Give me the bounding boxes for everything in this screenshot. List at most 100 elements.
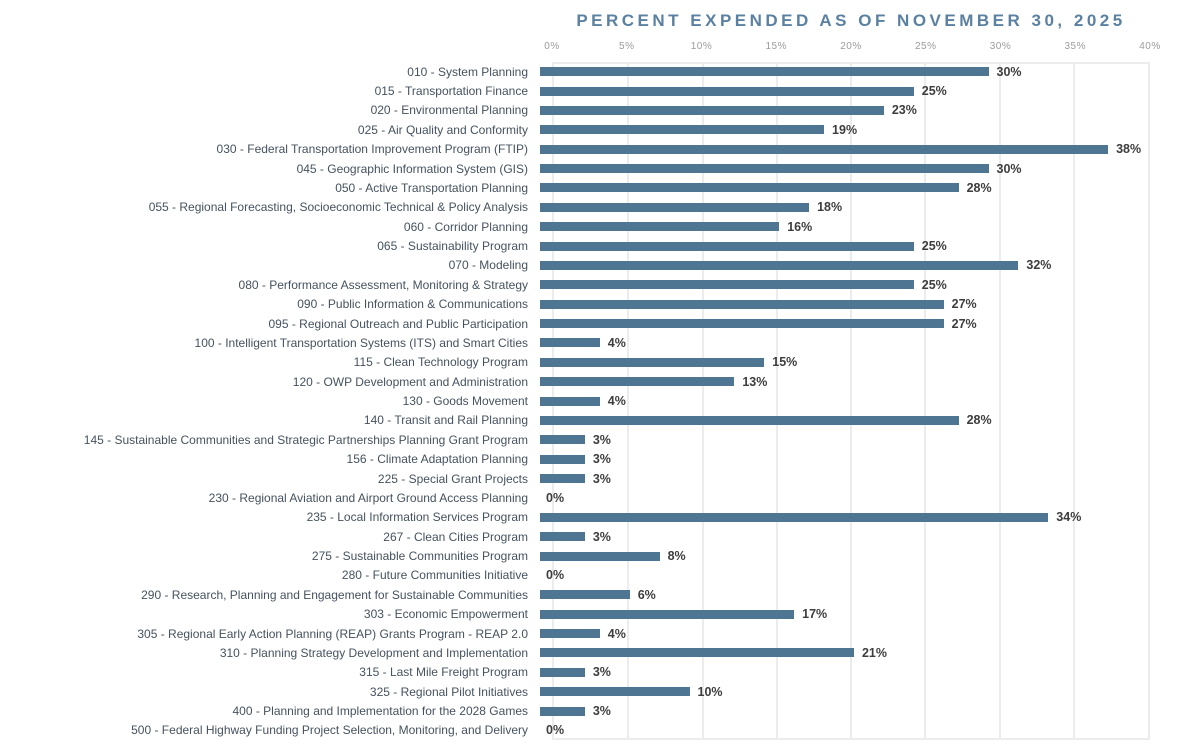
chart-row: 145 - Sustainable Communities and Strate… bbox=[0, 430, 1200, 449]
category-label: 045 - Geographic Information System (GIS… bbox=[296, 161, 528, 176]
gridline bbox=[850, 64, 852, 738]
category-label: 230 - Regional Aviation and Airport Grou… bbox=[208, 490, 528, 505]
bar bbox=[540, 357, 765, 367]
category-label: 070 - Modeling bbox=[448, 258, 528, 273]
chart-row: 303 - Economic Empowerment 17% bbox=[0, 605, 1200, 624]
chart-row: 230 - Regional Aviation and Airport Grou… bbox=[0, 488, 1200, 507]
bar bbox=[540, 532, 585, 542]
value-label: 18% bbox=[817, 200, 843, 215]
value-label: 34% bbox=[1056, 510, 1082, 525]
chart-row: 095 - Regional Outreach and Public Parti… bbox=[0, 314, 1200, 333]
chart-row: 120 - OWP Development and Administration… bbox=[0, 372, 1200, 391]
value-label: 30% bbox=[996, 161, 1022, 176]
bar bbox=[540, 706, 585, 716]
chart-row: 310 - Planning Strategy Development and … bbox=[0, 643, 1200, 662]
category-label: 130 - Goods Movement bbox=[402, 394, 528, 409]
chart-row: 325 - Regional Pilot Initiatives 10% bbox=[0, 682, 1200, 701]
category-label: 115 - Clean Technology Program bbox=[353, 355, 528, 370]
value-label: 3% bbox=[592, 529, 611, 544]
bar bbox=[540, 590, 630, 600]
bar-track: 0% bbox=[540, 568, 1138, 582]
chart-row: 025 - Air Quality and Conformity 19% bbox=[0, 120, 1200, 139]
bar-track: 8% bbox=[540, 549, 1138, 563]
category-label: 050 - Active Transportation Planning bbox=[335, 180, 528, 195]
value-label: 3% bbox=[592, 471, 611, 486]
value-label: 38% bbox=[1116, 142, 1142, 157]
bar-track: 21% bbox=[540, 646, 1138, 660]
chart-row: 030 - Federal Transportation Improvement… bbox=[0, 140, 1200, 159]
category-label: 100 - Intelligent Transportation Systems… bbox=[194, 335, 528, 350]
value-label: 25% bbox=[921, 84, 947, 99]
category-label: 120 - OWP Development and Administration bbox=[292, 374, 528, 389]
value-label: 0% bbox=[546, 490, 565, 505]
category-label: 400 - Planning and Implementation for th… bbox=[232, 704, 528, 719]
value-label: 23% bbox=[891, 103, 917, 118]
bar-track: 38% bbox=[540, 142, 1142, 157]
category-label: 060 - Corridor Planning bbox=[403, 219, 528, 234]
bar-track: 17% bbox=[540, 607, 1138, 621]
chart-row: 115 - Clean Technology Program 15% bbox=[0, 353, 1200, 372]
bar bbox=[540, 435, 585, 445]
value-label: 13% bbox=[742, 374, 768, 389]
category-label: 303 - Economic Empowerment bbox=[363, 607, 528, 622]
bar-track: 15% bbox=[540, 355, 1138, 369]
chart-row: 290 - Research, Planning and Engagement … bbox=[0, 585, 1200, 604]
x-axis-tick: 40% bbox=[1139, 41, 1161, 52]
bar bbox=[540, 125, 825, 135]
value-label: 27% bbox=[951, 316, 977, 331]
x-axis-tick: 20% bbox=[840, 41, 862, 52]
category-label: 500 - Federal Highway Funding Project Se… bbox=[131, 723, 528, 738]
bar-track: 32% bbox=[540, 258, 1138, 272]
bar-track: 27% bbox=[540, 297, 1138, 311]
bar-rows: 010 - System Planning 30% 015 - Transporta… bbox=[0, 62, 1200, 740]
chart-row: 156 - Climate Adaptation Planning 3% bbox=[0, 450, 1200, 469]
chart-row: 130 - Goods Movement 4% bbox=[0, 391, 1200, 410]
bar bbox=[540, 551, 660, 561]
bar-track: 4% bbox=[540, 627, 1138, 641]
value-label: 3% bbox=[592, 452, 611, 467]
gridline bbox=[998, 64, 1001, 738]
category-label: 020 - Environmental Planning bbox=[370, 103, 528, 118]
bar-track: 30% bbox=[540, 65, 1138, 79]
x-axis-tick: 30% bbox=[989, 41, 1012, 52]
x-axis-tick: 10% bbox=[690, 41, 713, 52]
category-label: 325 - Regional Pilot Initiatives bbox=[369, 684, 528, 699]
value-label: 3% bbox=[592, 704, 611, 719]
value-label: 32% bbox=[1026, 258, 1052, 273]
bar-track: 3% bbox=[540, 433, 1138, 447]
bar bbox=[540, 144, 1109, 154]
bar-track: 30% bbox=[540, 162, 1138, 176]
chart-row: 065 - Sustainability Program 25% bbox=[0, 236, 1200, 255]
value-label: 19% bbox=[832, 122, 858, 137]
bar bbox=[540, 319, 944, 329]
chart-row: 060 - Corridor Planning 16% bbox=[0, 217, 1200, 236]
bar-track: 23% bbox=[540, 103, 1138, 117]
bar bbox=[540, 86, 914, 96]
bar-track: 28% bbox=[540, 181, 1138, 195]
chart-row: 225 - Special Grant Projects 3% bbox=[0, 469, 1200, 488]
category-label: 090 - Public Information & Communication… bbox=[297, 297, 528, 312]
bar bbox=[540, 396, 600, 406]
x-axis: 0% 5% 10% 15% 20% 25% 30% 35% 40% bbox=[0, 0, 1200, 60]
bar-track: 0% bbox=[540, 723, 1138, 737]
gridline bbox=[924, 64, 927, 738]
bar-track: 3% bbox=[540, 472, 1138, 486]
bar-track: 25% bbox=[540, 84, 1138, 98]
bar bbox=[540, 454, 585, 464]
bar bbox=[540, 183, 959, 193]
gridline bbox=[1072, 64, 1075, 738]
bar bbox=[540, 164, 989, 174]
category-label: 235 - Local Information Services Program bbox=[306, 510, 528, 525]
value-label: 30% bbox=[996, 64, 1022, 79]
x-axis-tick: 25% bbox=[914, 41, 937, 52]
chart-title: PERCENT EXPENDED AS OF NOVEMBER 30, 2025 bbox=[576, 11, 1126, 30]
category-label: 030 - Federal Transportation Improvement… bbox=[216, 142, 528, 157]
bar-track: 16% bbox=[540, 220, 1138, 234]
bar bbox=[540, 105, 884, 115]
bar bbox=[540, 67, 989, 77]
bar-track: 27% bbox=[540, 317, 1138, 331]
category-label: 310 - Planning Strategy Development and … bbox=[219, 645, 528, 660]
bar bbox=[540, 687, 690, 697]
chart-row: 010 - System Planning 30% bbox=[0, 62, 1200, 81]
value-label: 3% bbox=[592, 432, 611, 447]
